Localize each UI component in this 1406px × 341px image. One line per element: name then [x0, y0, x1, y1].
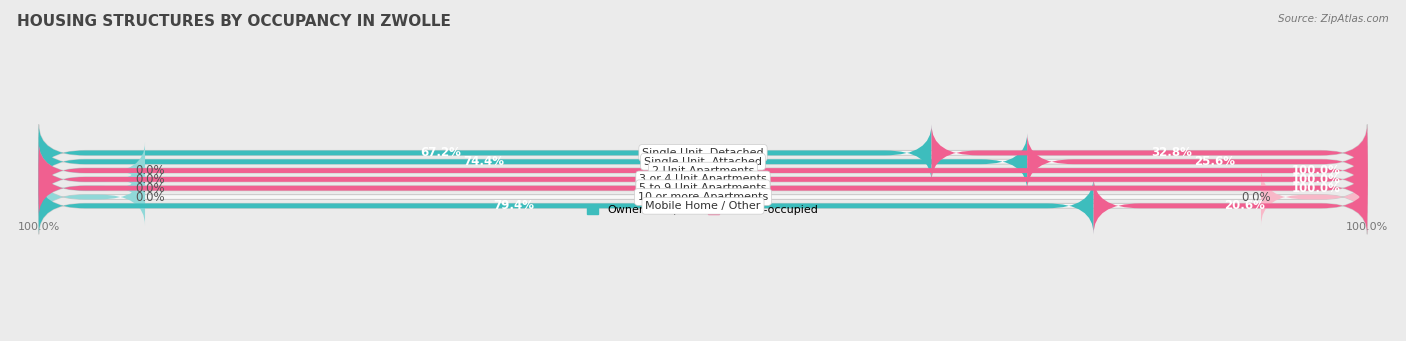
Text: 0.0%: 0.0%: [135, 182, 165, 195]
FancyBboxPatch shape: [1261, 168, 1367, 225]
Text: 25.6%: 25.6%: [1194, 155, 1234, 168]
Text: Single Unit, Attached: Single Unit, Attached: [644, 157, 762, 167]
Text: Source: ZipAtlas.com: Source: ZipAtlas.com: [1278, 14, 1389, 24]
FancyBboxPatch shape: [1094, 177, 1367, 234]
Text: 10 or more Apartments: 10 or more Apartments: [638, 192, 768, 202]
FancyBboxPatch shape: [39, 151, 1367, 208]
FancyBboxPatch shape: [39, 160, 1367, 217]
Text: 2 Unit Apartments: 2 Unit Apartments: [652, 165, 754, 176]
FancyBboxPatch shape: [39, 168, 145, 225]
Legend: Owner-occupied, Renter-occupied: Owner-occupied, Renter-occupied: [582, 201, 824, 220]
FancyBboxPatch shape: [39, 142, 1367, 199]
FancyBboxPatch shape: [39, 177, 1367, 234]
FancyBboxPatch shape: [39, 151, 1367, 208]
FancyBboxPatch shape: [39, 177, 1094, 234]
FancyBboxPatch shape: [932, 124, 1367, 181]
Text: 0.0%: 0.0%: [135, 191, 165, 204]
FancyBboxPatch shape: [39, 168, 1367, 225]
FancyBboxPatch shape: [39, 160, 1367, 217]
Text: 100.0%: 100.0%: [1292, 164, 1341, 177]
FancyBboxPatch shape: [39, 151, 145, 208]
FancyBboxPatch shape: [39, 133, 1028, 190]
FancyBboxPatch shape: [39, 124, 932, 181]
Text: 67.2%: 67.2%: [420, 146, 461, 159]
Text: 74.4%: 74.4%: [463, 155, 503, 168]
Text: 0.0%: 0.0%: [135, 173, 165, 186]
Text: 32.8%: 32.8%: [1150, 146, 1192, 159]
FancyBboxPatch shape: [39, 142, 145, 199]
Text: Single Unit, Detached: Single Unit, Detached: [643, 148, 763, 158]
Text: 3 or 4 Unit Apartments: 3 or 4 Unit Apartments: [640, 174, 766, 184]
Text: 20.6%: 20.6%: [1223, 199, 1264, 212]
Text: 79.4%: 79.4%: [494, 199, 534, 212]
Text: 5 to 9 Unit Apartments: 5 to 9 Unit Apartments: [640, 183, 766, 193]
FancyBboxPatch shape: [39, 160, 145, 217]
FancyBboxPatch shape: [39, 133, 1367, 190]
FancyBboxPatch shape: [39, 124, 1367, 181]
Text: 100.0%: 100.0%: [1292, 173, 1341, 186]
FancyBboxPatch shape: [1028, 133, 1367, 190]
Text: 100.0%: 100.0%: [1292, 182, 1341, 195]
Text: HOUSING STRUCTURES BY OCCUPANCY IN ZWOLLE: HOUSING STRUCTURES BY OCCUPANCY IN ZWOLL…: [17, 14, 451, 29]
Text: 0.0%: 0.0%: [135, 164, 165, 177]
Text: Mobile Home / Other: Mobile Home / Other: [645, 201, 761, 211]
Text: 0.0%: 0.0%: [1241, 191, 1271, 204]
FancyBboxPatch shape: [39, 142, 1367, 199]
